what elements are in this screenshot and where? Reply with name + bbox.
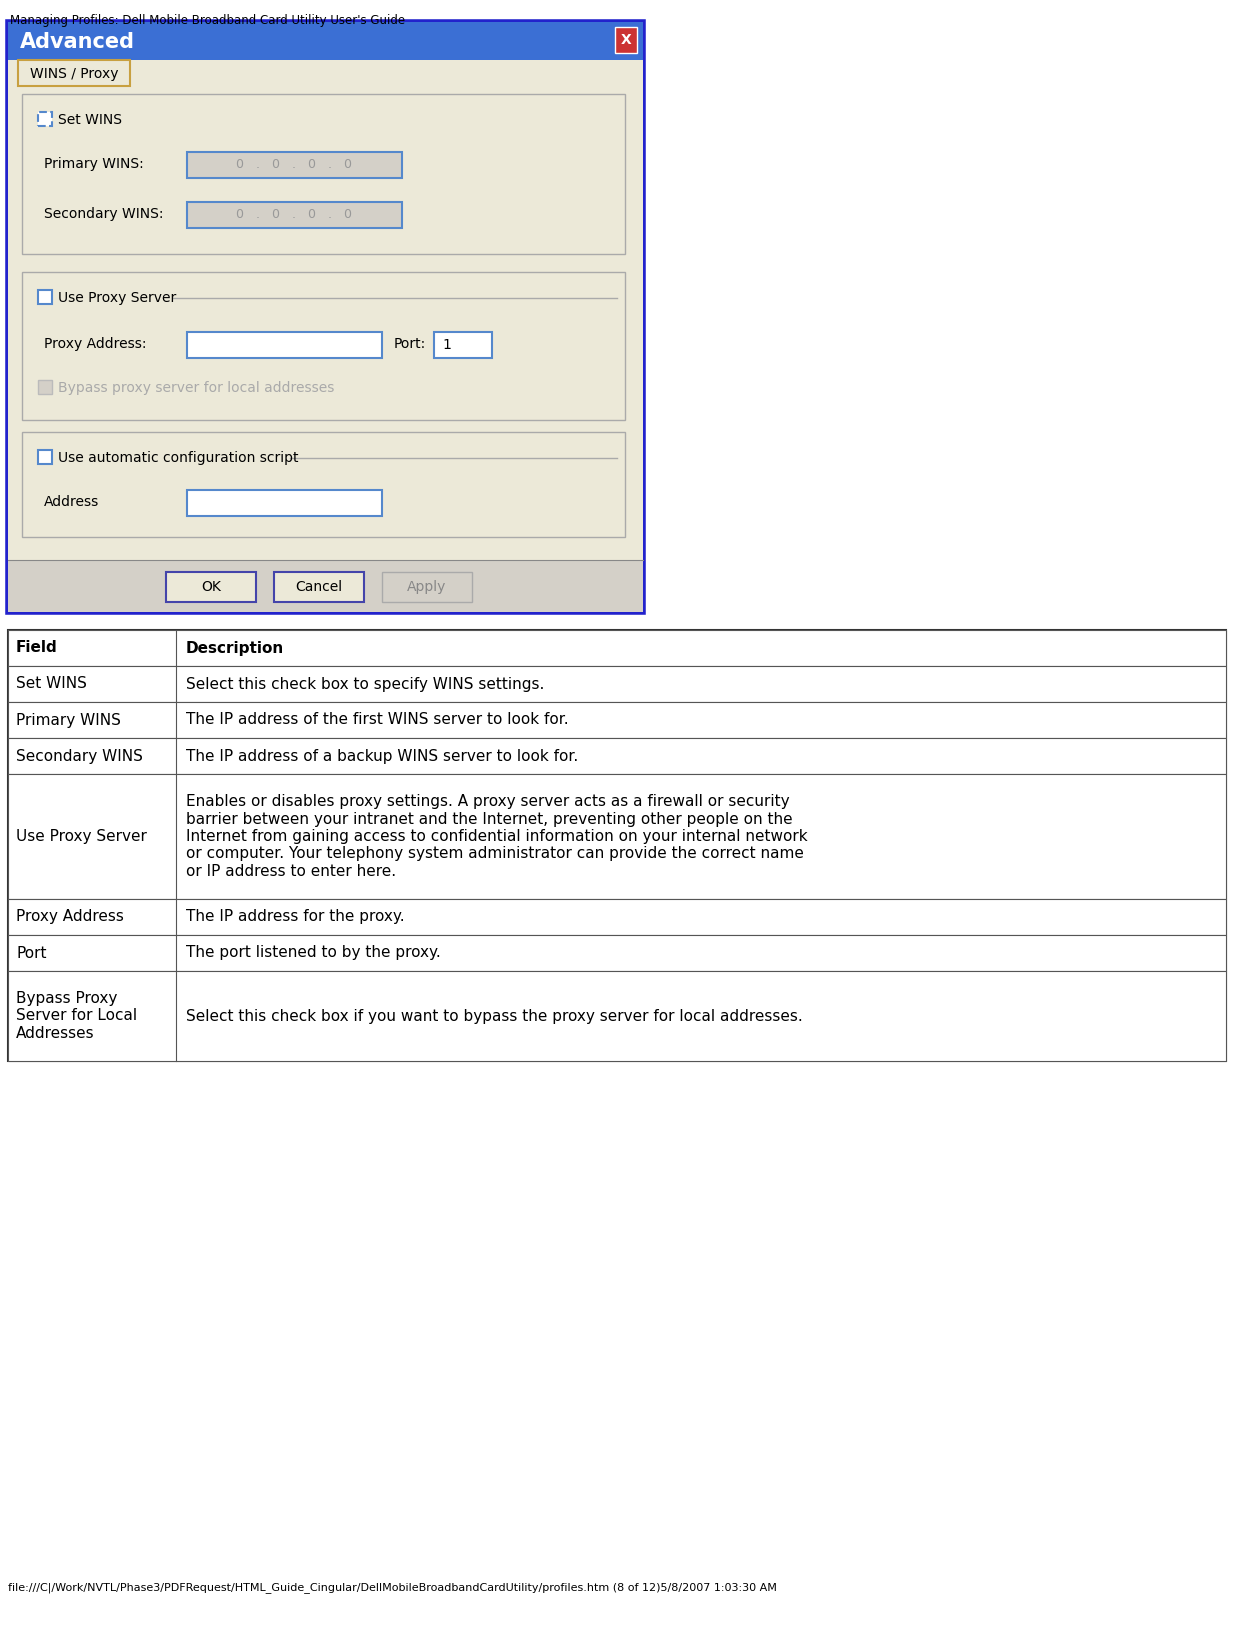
- Bar: [7, 702, 1227, 737]
- Bar: [7, 630, 1227, 666]
- Text: Secondary WINS:: Secondary WINS:: [44, 207, 163, 221]
- Bar: [19, 60, 130, 86]
- Bar: [38, 449, 52, 464]
- Text: Managing Profiles: Dell Mobile Broadband Card Utility User's Guide: Managing Profiles: Dell Mobile Broadband…: [10, 15, 405, 28]
- Bar: [188, 332, 383, 358]
- Text: WINS / Proxy: WINS / Proxy: [30, 67, 118, 81]
- Text: OK: OK: [201, 580, 221, 594]
- Text: Use Proxy Server: Use Proxy Server: [16, 829, 147, 843]
- Text: The IP address of the first WINS server to look for.: The IP address of the first WINS server …: [186, 713, 569, 728]
- Text: Description: Description: [186, 640, 284, 656]
- Bar: [7, 60, 643, 560]
- Text: file:///C|/Work/NVTL/Phase3/PDFRequest/HTML_Guide_Cingular/DellMobileBroadbandCa: file:///C|/Work/NVTL/Phase3/PDFRequest/H…: [7, 1582, 777, 1592]
- Text: Advanced: Advanced: [20, 33, 135, 52]
- Bar: [274, 571, 364, 602]
- Text: The port listened to by the proxy.: The port listened to by the proxy.: [186, 946, 441, 961]
- Text: Primary WINS:: Primary WINS:: [44, 156, 143, 171]
- Bar: [22, 94, 624, 254]
- Bar: [38, 290, 52, 304]
- Bar: [167, 571, 255, 602]
- Bar: [7, 934, 1227, 970]
- Text: Cancel: Cancel: [295, 580, 343, 594]
- Text: Set WINS: Set WINS: [58, 112, 122, 127]
- Bar: [383, 571, 471, 602]
- Text: Select this check box if you want to bypass the proxy server for local addresses: Select this check box if you want to byp…: [186, 1008, 803, 1024]
- Text: Primary WINS: Primary WINS: [16, 713, 121, 728]
- Bar: [188, 490, 383, 516]
- Text: Use Proxy Server: Use Proxy Server: [58, 291, 176, 304]
- Text: Address: Address: [44, 495, 99, 510]
- Bar: [7, 970, 1227, 1061]
- Text: Field: Field: [16, 640, 58, 656]
- Text: Use automatic configuration script: Use automatic configuration script: [58, 451, 299, 466]
- Bar: [7, 630, 1227, 1061]
- Text: Secondary WINS: Secondary WINS: [16, 749, 143, 764]
- Bar: [38, 379, 52, 394]
- Text: 0   .   0   .   0   .   0: 0 . 0 . 0 . 0: [237, 208, 353, 221]
- Bar: [7, 899, 1227, 934]
- Bar: [615, 28, 637, 54]
- Bar: [7, 560, 643, 612]
- Text: Bypass proxy server for local addresses: Bypass proxy server for local addresses: [58, 381, 334, 396]
- Bar: [22, 272, 624, 420]
- Bar: [7, 23, 643, 612]
- Text: Proxy Address: Proxy Address: [16, 910, 123, 925]
- Text: Port: Port: [16, 946, 47, 961]
- Text: Bypass Proxy
Server for Local
Addresses: Bypass Proxy Server for Local Addresses: [16, 991, 137, 1040]
- Bar: [7, 773, 1227, 899]
- Text: Proxy Address:: Proxy Address:: [44, 337, 147, 352]
- Text: 0   .   0   .   0   .   0: 0 . 0 . 0 . 0: [237, 158, 353, 171]
- Text: X: X: [621, 33, 632, 47]
- Text: The IP address of a backup WINS server to look for.: The IP address of a backup WINS server t…: [186, 749, 579, 764]
- Bar: [7, 23, 643, 60]
- Text: Enables or disables proxy settings. A proxy server acts as a firewall or securit: Enables or disables proxy settings. A pr…: [186, 794, 807, 879]
- Bar: [38, 112, 52, 125]
- Bar: [188, 202, 402, 228]
- Text: The IP address for the proxy.: The IP address for the proxy.: [186, 910, 405, 925]
- Bar: [22, 431, 624, 537]
- Bar: [7, 666, 1227, 702]
- Bar: [7, 737, 1227, 773]
- Text: 1: 1: [442, 339, 450, 352]
- Bar: [188, 151, 402, 177]
- Text: Select this check box to specify WINS settings.: Select this check box to specify WINS se…: [186, 677, 544, 692]
- Text: Apply: Apply: [407, 580, 447, 594]
- Text: Port:: Port:: [394, 337, 426, 352]
- Text: Set WINS: Set WINS: [16, 677, 86, 692]
- Bar: [434, 332, 492, 358]
